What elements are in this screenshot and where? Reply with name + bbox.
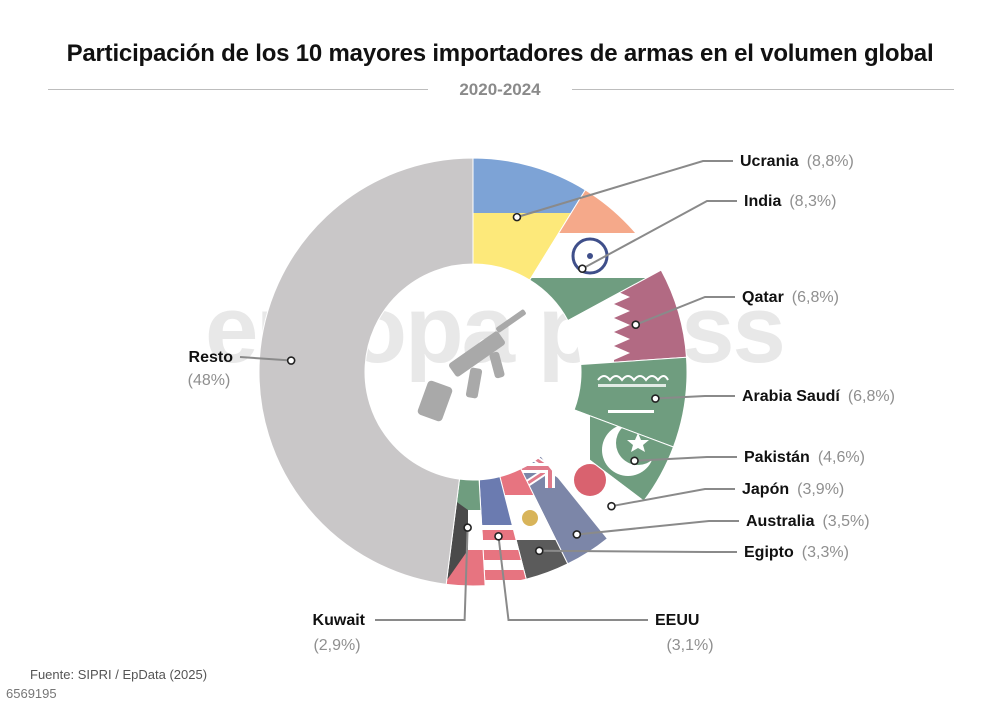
value-resto: (48%) xyxy=(188,372,231,389)
leader-resto xyxy=(239,356,292,362)
subtitle-rule-left xyxy=(48,89,428,90)
value-eeuu: (3,1%) xyxy=(666,637,713,654)
value-ucrania: (8,8%) xyxy=(807,153,854,170)
value-pakistan: (4,6%) xyxy=(818,449,865,466)
leader-dot-india xyxy=(578,264,587,274)
leader-dot-resto xyxy=(286,356,296,365)
leader-dot-qatar xyxy=(631,320,641,330)
leader-eeuu xyxy=(497,536,648,621)
slice-resto xyxy=(258,157,474,585)
leader-arabia-saudi xyxy=(655,395,735,400)
leader-dot-eeuu xyxy=(494,532,503,541)
label-india: India xyxy=(744,193,781,210)
label-australia: Australia xyxy=(746,513,815,530)
value-australia: (3,5%) xyxy=(822,513,869,530)
label-japon: Japón xyxy=(742,481,789,498)
label-pakistan: Pakistán xyxy=(744,449,810,466)
leader-kuwait xyxy=(375,527,469,621)
value-arabia-saudi: (6,8%) xyxy=(848,388,895,405)
label-ucrania: Ucrania xyxy=(740,153,799,170)
chart-title: Participación de los 10 mayores importad… xyxy=(66,40,934,67)
leader-dot-kuwait xyxy=(463,523,472,532)
value-egipto: (3,3%) xyxy=(802,544,849,561)
subtitle-rule-right xyxy=(572,89,954,90)
leader-egipto xyxy=(539,549,737,553)
leader-dot-ucrania xyxy=(512,212,522,222)
label-qatar: Qatar xyxy=(742,289,784,306)
value-qatar: (6,8%) xyxy=(792,289,839,306)
label-eeuu: EEUU xyxy=(655,612,699,629)
leader-qatar xyxy=(635,296,735,326)
source-note: Fuente: SIPRI / EpData (2025) xyxy=(30,667,208,682)
value-india: (8,3%) xyxy=(789,193,836,210)
value-kuwait: (2,9%) xyxy=(313,637,360,654)
rifle-icon xyxy=(417,309,526,422)
leader-dot-japon xyxy=(607,501,616,511)
leader-ucrania xyxy=(516,160,733,219)
leader-india xyxy=(581,200,737,270)
label-arabia-saudi: Arabia Saudí xyxy=(742,388,840,405)
chart-subtitle: 2020-2024 xyxy=(459,80,541,99)
leader-japon xyxy=(611,488,735,508)
leader-pakistan xyxy=(634,456,737,462)
leader-dot-australia xyxy=(572,530,582,539)
image-id: 6569195 xyxy=(6,686,57,701)
label-egipto: Egipto xyxy=(744,544,794,561)
leader-dot-egipto xyxy=(534,546,544,556)
label-kuwait: Kuwait xyxy=(313,612,366,629)
leader-australia xyxy=(576,520,739,536)
label-resto: Resto xyxy=(189,349,234,366)
value-japon: (3,9%) xyxy=(797,481,844,498)
leader-dot-arabia-saudi xyxy=(651,394,660,403)
leader-dot-pakistan xyxy=(630,456,639,466)
